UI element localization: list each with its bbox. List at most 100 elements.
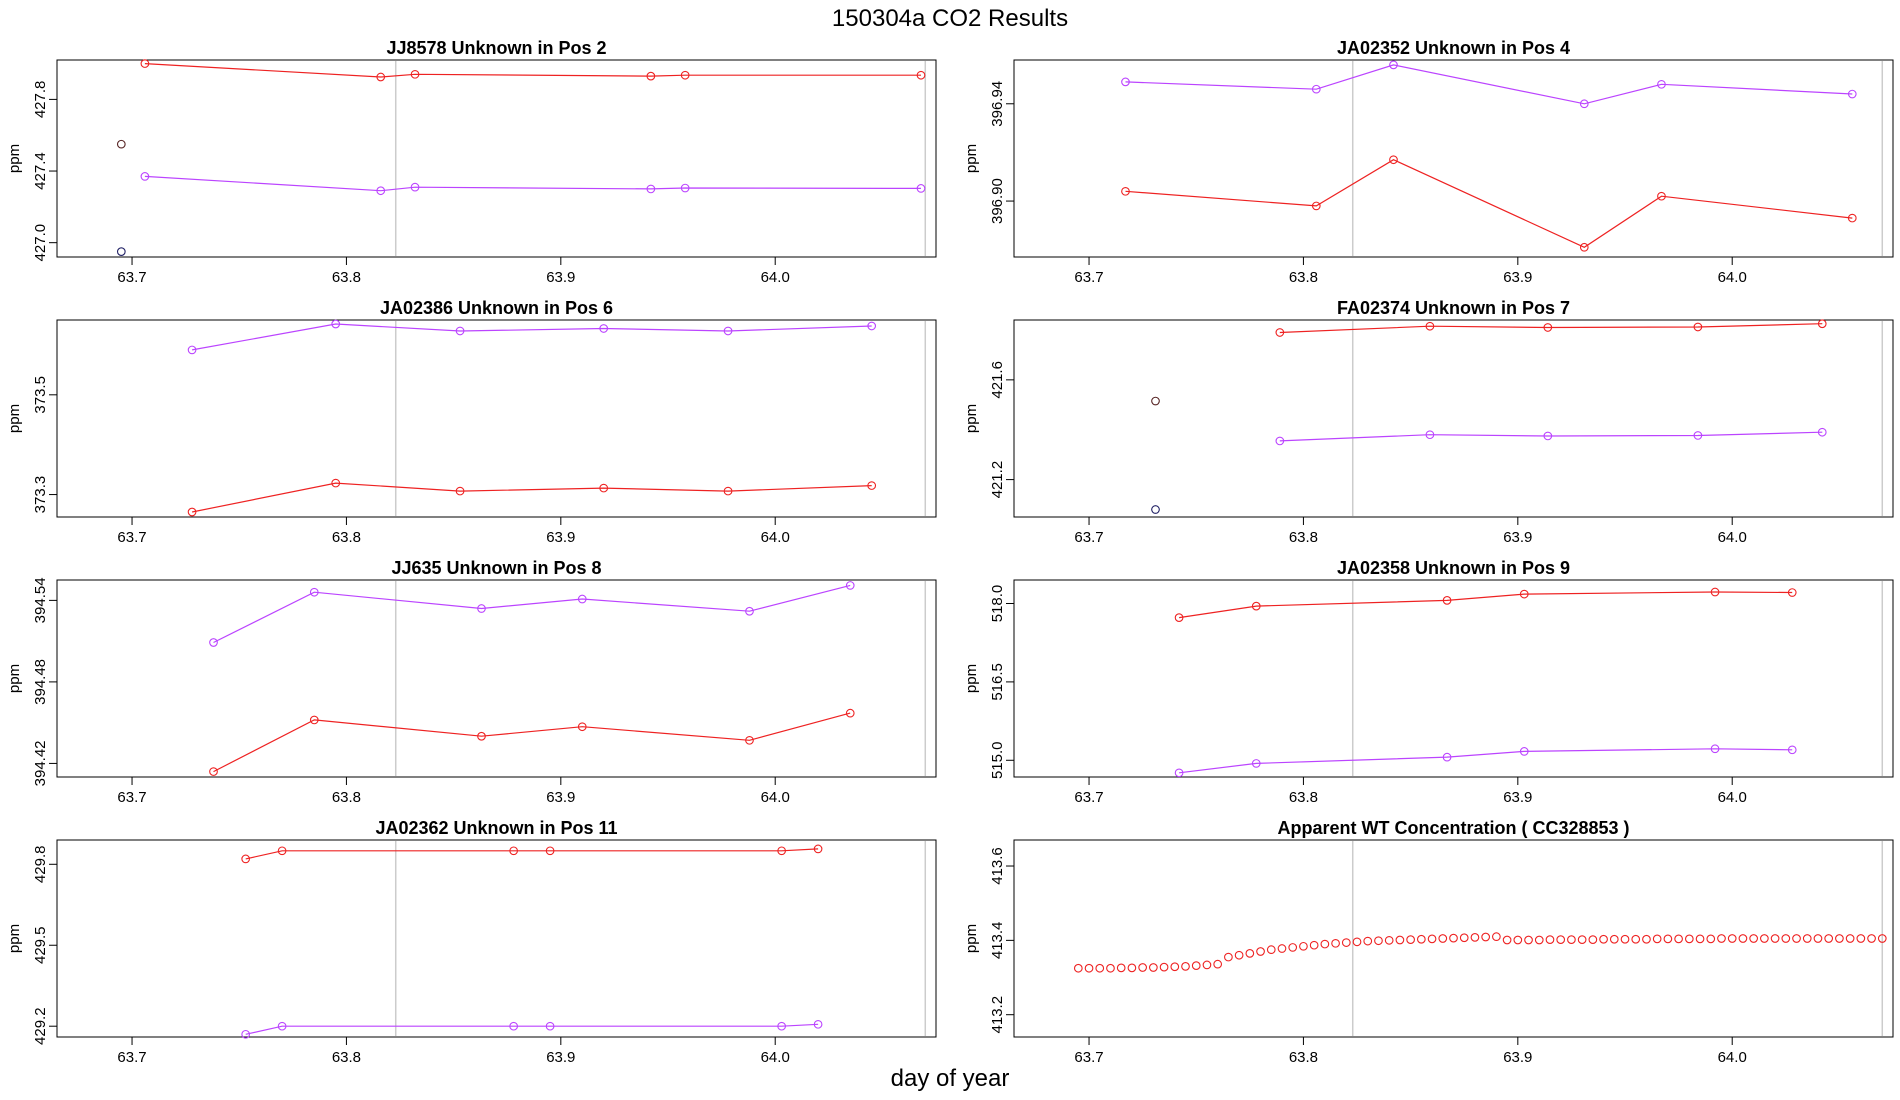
panel-frame — [56, 319, 937, 518]
data-point — [545, 846, 555, 856]
data-point — [116, 139, 126, 149]
data-point — [599, 324, 609, 333]
data-point — [187, 345, 197, 355]
x-tick-label: 63.9 — [1503, 789, 1532, 806]
data-point — [1470, 933, 1480, 942]
data-point — [577, 722, 587, 732]
series-dark — [116, 139, 126, 149]
panel-4: FA02374 Unknown in Pos 7 63.7 63.8 63.9 64.0… — [963, 298, 1894, 546]
y-tick-label: 427.8 — [32, 81, 49, 119]
x-tick-label: 64.0 — [1718, 269, 1747, 286]
y-tick-label: 394.48 — [32, 659, 49, 705]
series-line-red — [213, 712, 851, 773]
data-point — [1856, 934, 1866, 943]
series-line-purple — [1125, 64, 1853, 105]
y-tick-label: 413.2 — [989, 996, 1006, 1034]
data-point — [745, 606, 754, 616]
data-point — [1084, 963, 1094, 973]
data-point — [1416, 934, 1426, 944]
data-point — [116, 247, 126, 256]
panel-2: JA02352 Unknown in Pos 4 63.7 63.8 63.9 64.0… — [963, 38, 1894, 286]
x-tick-label: 63.7 — [117, 529, 146, 546]
panel-title: JJ635 Unknown in Pos 8 — [391, 558, 601, 578]
y-axis-label: ppm — [6, 924, 23, 953]
data-point — [845, 708, 855, 718]
x-tick-label: 63.8 — [332, 789, 361, 806]
data-point — [545, 1021, 555, 1031]
series-line-red — [1279, 323, 1823, 334]
data-point — [1438, 934, 1448, 943]
panel-8: Apparent WT Concentration ( CC328853 ) 63… — [963, 818, 1894, 1066]
series-line-red — [1179, 591, 1793, 619]
y-tick-label: 394.54 — [32, 577, 49, 623]
series-line-purple — [1279, 431, 1823, 442]
data-point — [1213, 959, 1223, 969]
data-point — [723, 326, 733, 336]
x-tick-label: 63.8 — [1289, 789, 1318, 806]
data-point — [1481, 932, 1491, 942]
x-tick-label: 63.8 — [1289, 1049, 1318, 1066]
data-point — [1567, 935, 1576, 944]
y-axis-label: ppm — [6, 664, 23, 693]
data-point — [1427, 934, 1437, 944]
data-point — [1095, 963, 1105, 973]
data-point — [1770, 934, 1780, 943]
data-point — [1224, 952, 1233, 962]
data-point — [1309, 940, 1319, 950]
panel-title: FA02374 Unknown in Pos 7 — [1337, 298, 1570, 318]
series-line-purple — [1179, 748, 1793, 774]
data-point — [1684, 934, 1694, 944]
y-tick-label: 429.2 — [32, 1007, 49, 1045]
y-tick-label: 396.90 — [989, 178, 1006, 224]
data-point — [1847, 89, 1857, 99]
data-point — [477, 731, 486, 741]
data-point — [1652, 934, 1662, 944]
data-point — [1151, 396, 1160, 406]
data-point — [1275, 328, 1285, 337]
series-red — [1275, 319, 1827, 337]
data-point — [1631, 934, 1641, 944]
data-point — [410, 182, 420, 192]
panel-title: JA02362 Unknown in Pos 11 — [375, 818, 617, 838]
data-point — [777, 1021, 786, 1031]
data-point — [1867, 934, 1876, 943]
panel-7: JA02362 Unknown in Pos 11 63.7 63.8 63.9 64.… — [6, 818, 937, 1066]
y-tick-label: 421.6 — [989, 361, 1006, 399]
data-point — [1513, 935, 1523, 945]
x-tick-label: 63.9 — [546, 269, 575, 286]
data-point — [455, 486, 465, 496]
data-point — [1534, 935, 1544, 945]
panel-3: JA02386 Unknown in Pos 6 63.7 63.8 63.9 64.0… — [6, 298, 937, 546]
data-point — [1577, 935, 1587, 944]
data-point — [1159, 962, 1169, 972]
y-tick-label: 373.5 — [32, 376, 49, 414]
data-point — [1425, 321, 1435, 331]
series-purple — [140, 172, 926, 196]
data-point — [209, 638, 218, 647]
series-navy — [116, 247, 126, 256]
series-purple — [241, 1019, 823, 1039]
data-point — [509, 1021, 519, 1031]
series-red — [1073, 932, 1887, 973]
data-point — [1674, 934, 1683, 944]
data-point — [1695, 934, 1705, 944]
data-point — [680, 183, 690, 193]
data-point — [1288, 943, 1298, 952]
series-red — [140, 59, 926, 82]
data-point — [1191, 961, 1201, 970]
data-point — [1727, 934, 1737, 943]
x-tick-label: 64.0 — [1718, 1049, 1747, 1066]
data-point — [1787, 745, 1797, 755]
data-point — [1311, 84, 1321, 94]
data-point — [1116, 963, 1126, 973]
series-navy — [1151, 505, 1160, 514]
series-line-red — [245, 848, 819, 860]
y-tick-label: 427.4 — [32, 152, 49, 190]
y-tick-label: 518.0 — [989, 585, 1006, 623]
panel-title: Apparent WT Concentration ( CC328853 ) — [1277, 818, 1629, 838]
data-point — [646, 184, 656, 194]
data-point — [1320, 939, 1330, 949]
data-point — [1760, 934, 1769, 943]
series-purple — [1174, 744, 1797, 778]
